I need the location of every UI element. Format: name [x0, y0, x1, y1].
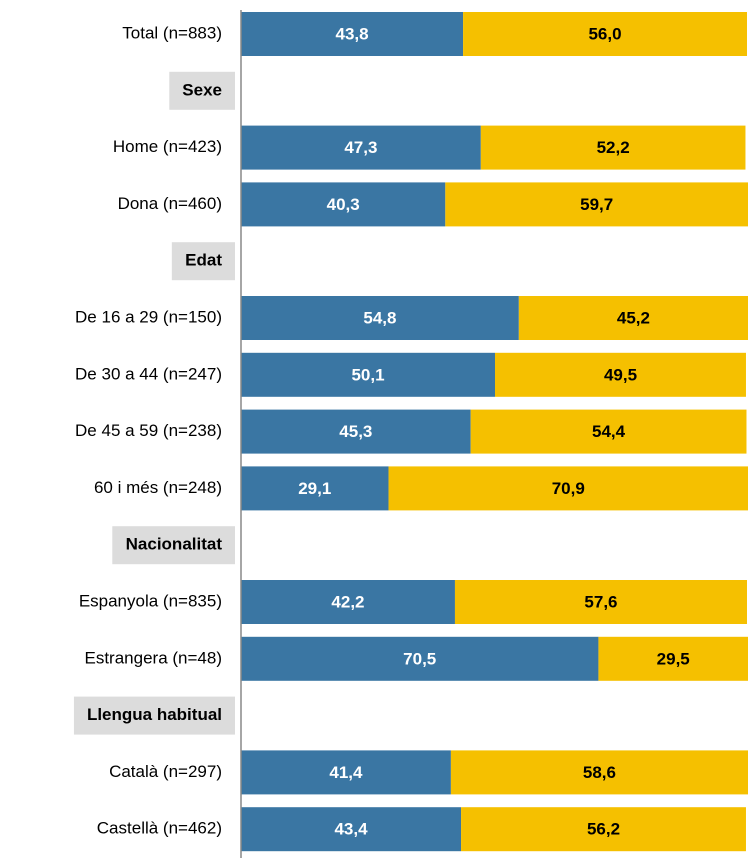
category-label: Espanyola (n=835)	[79, 591, 222, 610]
value-label: 29,1	[298, 479, 331, 498]
category-label: Estrangera (n=48)	[85, 648, 223, 667]
value-label: 70,5	[403, 649, 436, 668]
group-header-bg	[169, 71, 235, 110]
bar-segment	[241, 466, 389, 511]
value-label: 58,6	[583, 763, 616, 782]
bar-segment	[518, 296, 748, 340]
value-label: 50,1	[351, 365, 384, 384]
value-label: 54,4	[592, 422, 626, 441]
bar-segment	[461, 807, 746, 852]
value-label: 42,2	[331, 592, 364, 611]
value-label: 59,7	[580, 195, 613, 214]
value-label: 56,0	[588, 24, 621, 43]
bar-segment	[454, 580, 747, 624]
value-label: 43,4	[334, 820, 368, 839]
value-label: 40,3	[327, 195, 360, 214]
category-label: Català (n=297)	[109, 762, 222, 781]
bar-segment	[241, 409, 471, 454]
group-header-bg	[171, 242, 235, 281]
bar-segment	[241, 807, 462, 852]
bar-segment	[241, 352, 496, 397]
category-label: Dona (n=460)	[118, 194, 222, 213]
bar-segment	[388, 466, 748, 511]
category-label: 60 i més (n=248)	[94, 478, 222, 497]
value-label: 41,4	[329, 763, 363, 782]
category-label: Home (n=423)	[113, 137, 222, 156]
group-header: Llengua habitual	[87, 705, 222, 724]
bar-segment	[495, 352, 746, 397]
value-label: 43,8	[335, 24, 368, 43]
bar-segment	[241, 12, 464, 56]
bar-segment	[241, 636, 599, 681]
group-header-bg	[73, 696, 235, 735]
bar-segment	[241, 125, 481, 170]
value-label: 57,6	[584, 592, 617, 611]
bar-segment	[470, 409, 747, 454]
value-label: 49,5	[604, 365, 637, 384]
bar-segment	[598, 636, 748, 681]
value-label: 45,3	[339, 422, 372, 441]
value-label: 52,2	[597, 138, 630, 157]
value-label: 47,3	[344, 138, 377, 157]
bar-segment	[450, 750, 748, 795]
category-label: De 16 a 29 (n=150)	[75, 307, 222, 326]
group-header-bg	[112, 526, 235, 565]
bar-segment	[241, 296, 519, 340]
category-label: Castellà (n=462)	[97, 819, 222, 838]
value-label: 70,9	[552, 479, 585, 498]
group-header: Nacionalitat	[126, 535, 223, 554]
bar-segment	[241, 750, 451, 795]
bar-segment	[480, 125, 746, 170]
group-header: Sexe	[182, 80, 222, 99]
bar-segment	[241, 580, 455, 624]
bar-segment	[445, 182, 748, 227]
value-label: 29,5	[657, 649, 690, 668]
category-label: De 45 a 59 (n=238)	[75, 421, 222, 440]
value-label: 45,2	[617, 308, 650, 327]
category-label: Total (n=883)	[122, 23, 222, 42]
group-header: Edat	[185, 251, 222, 270]
bar-segment	[241, 182, 446, 227]
value-label: 56,2	[587, 820, 620, 839]
value-label: 54,8	[363, 308, 396, 327]
category-label: De 30 a 44 (n=247)	[75, 364, 222, 383]
bar-segment	[463, 12, 747, 56]
